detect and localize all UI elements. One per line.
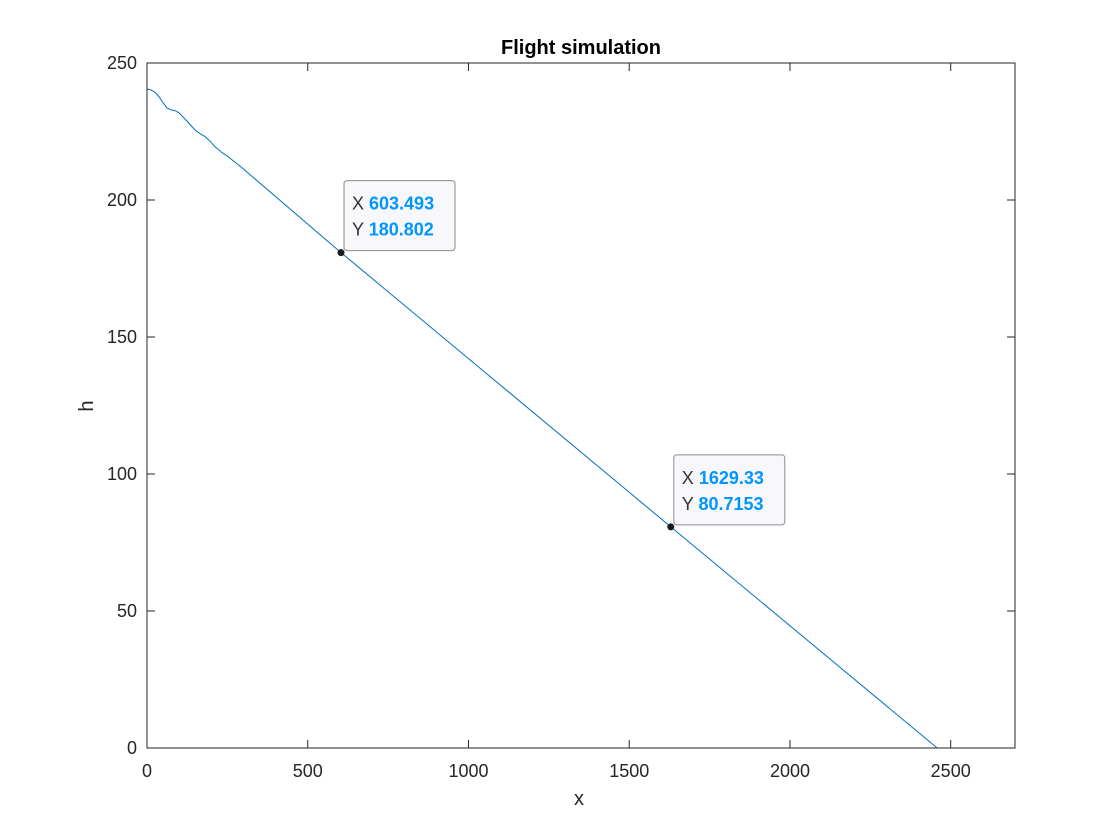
y-tick-label: 200 bbox=[107, 190, 137, 210]
datatip-marker[interactable] bbox=[667, 523, 675, 531]
datatip-x-label: X bbox=[682, 468, 699, 488]
datatip-y-row: Y 180.802 bbox=[352, 220, 434, 240]
datatip-x-value: 603.493 bbox=[369, 194, 434, 214]
x-tick-label: 1500 bbox=[609, 761, 649, 781]
x-tick-label: 2000 bbox=[770, 761, 810, 781]
y-tick-label: 150 bbox=[107, 327, 137, 347]
datatip-y-label: Y bbox=[682, 494, 699, 514]
chart-title: Flight simulation bbox=[501, 37, 661, 59]
datatip-marker[interactable] bbox=[337, 249, 345, 257]
x-tick-label: 500 bbox=[293, 761, 323, 781]
y-axis-label: h bbox=[76, 400, 98, 411]
datatip-y-label: Y bbox=[352, 220, 369, 240]
datatip-y-value: 180.802 bbox=[369, 220, 434, 240]
y-tick-label: 250 bbox=[107, 53, 137, 73]
datatip-x-label: X bbox=[352, 194, 369, 214]
datatip-x-value: 1629.33 bbox=[699, 468, 764, 488]
x-tick-label: 2500 bbox=[931, 761, 971, 781]
datatip-2[interactable]: X 1629.33Y 80.7153 bbox=[667, 454, 786, 531]
y-tick-label: 0 bbox=[127, 738, 137, 758]
datatip-y-row: Y 80.7153 bbox=[682, 494, 764, 514]
datatip-x-row: X 603.493 bbox=[352, 194, 434, 214]
datatip-box bbox=[673, 454, 786, 526]
axes-box bbox=[146, 62, 1016, 749]
y-tick-label: 100 bbox=[107, 464, 137, 484]
plot-area[interactable] bbox=[147, 63, 1015, 748]
x-tick-label: 1000 bbox=[448, 761, 488, 781]
series-layer bbox=[146, 88, 938, 749]
datatip-y-value: 80.7153 bbox=[698, 494, 763, 514]
axes-background bbox=[147, 63, 1015, 748]
series-line-1[interactable] bbox=[146, 88, 938, 749]
x-tick-label: 0 bbox=[142, 761, 152, 781]
datatip-box bbox=[343, 180, 456, 252]
datatip-x-row: X 1629.33 bbox=[682, 468, 764, 488]
y-tick-label: 50 bbox=[117, 601, 137, 621]
x-axis-label: x bbox=[574, 788, 584, 810]
ticks-layer: 0 500 1000 1500 2000 2500 0 50 100 150 200 250 bbox=[107, 53, 1015, 781]
